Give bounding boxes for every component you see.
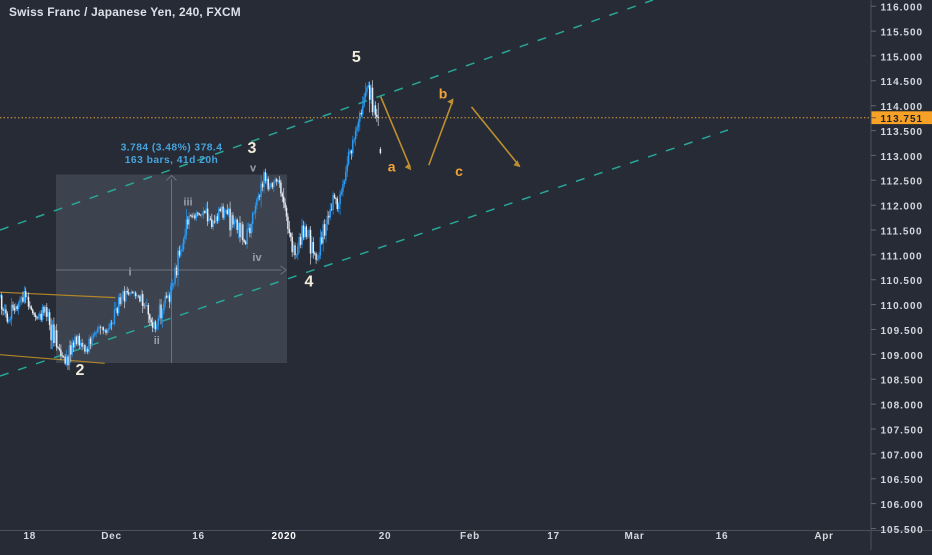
svg-text:113.000: 113.000 — [881, 152, 924, 163]
svg-text:105.500: 105.500 — [881, 525, 924, 536]
svg-text:106.000: 106.000 — [881, 500, 924, 511]
svg-text:110.500: 110.500 — [881, 276, 924, 287]
svg-text:106.500: 106.500 — [881, 475, 924, 486]
svg-text:114.500: 114.500 — [881, 77, 924, 88]
svg-text:108.500: 108.500 — [881, 376, 924, 387]
svg-text:a: a — [388, 159, 396, 175]
svg-text:i: i — [128, 267, 131, 279]
svg-text:111.500: 111.500 — [881, 226, 923, 237]
svg-text:Feb: Feb — [460, 531, 480, 542]
svg-text:4: 4 — [305, 274, 314, 291]
svg-text:112.000: 112.000 — [881, 202, 924, 213]
svg-text:17: 17 — [547, 531, 560, 542]
svg-text:iv: iv — [252, 252, 262, 264]
svg-text:113.500: 113.500 — [881, 127, 924, 138]
svg-text:16: 16 — [192, 531, 205, 542]
svg-text:112.500: 112.500 — [881, 177, 924, 188]
svg-text:114.000: 114.000 — [881, 102, 924, 113]
svg-text:115.000: 115.000 — [881, 52, 924, 63]
svg-text:5: 5 — [352, 49, 361, 66]
svg-text:iii: iii — [183, 197, 192, 209]
svg-text:3.784 (3.48%) 378.4: 3.784 (3.48%) 378.4 — [121, 143, 223, 154]
svg-text:2: 2 — [76, 362, 85, 379]
svg-text:2020: 2020 — [271, 531, 296, 542]
svg-text:109.500: 109.500 — [881, 326, 924, 337]
svg-text:Apr: Apr — [814, 531, 833, 542]
svg-text:v: v — [250, 163, 257, 175]
svg-text:ii: ii — [154, 335, 160, 347]
svg-text:108.000: 108.000 — [881, 401, 924, 412]
svg-text:109.000: 109.000 — [881, 351, 924, 362]
svg-text:107.500: 107.500 — [881, 425, 924, 436]
svg-text:116.000: 116.000 — [881, 3, 924, 14]
svg-text:c: c — [455, 163, 463, 179]
svg-text:163 bars, 41d 20h: 163 bars, 41d 20h — [125, 155, 219, 166]
svg-text:3: 3 — [248, 140, 257, 157]
svg-text:107.000: 107.000 — [881, 450, 924, 461]
svg-text:b: b — [439, 86, 448, 102]
svg-text:110.000: 110.000 — [881, 301, 924, 312]
svg-text:16: 16 — [716, 531, 729, 542]
svg-text:20: 20 — [379, 531, 392, 542]
svg-text:113.751: 113.751 — [881, 114, 924, 125]
svg-text:Swiss Franc / Japanese Yen, 24: Swiss Franc / Japanese Yen, 240, FXCM — [9, 5, 241, 19]
svg-text:115.500: 115.500 — [881, 28, 924, 39]
svg-text:18: 18 — [23, 531, 36, 542]
svg-text:111.000: 111.000 — [881, 251, 923, 262]
svg-text:Dec: Dec — [101, 531, 121, 542]
svg-text:Mar: Mar — [625, 531, 645, 542]
